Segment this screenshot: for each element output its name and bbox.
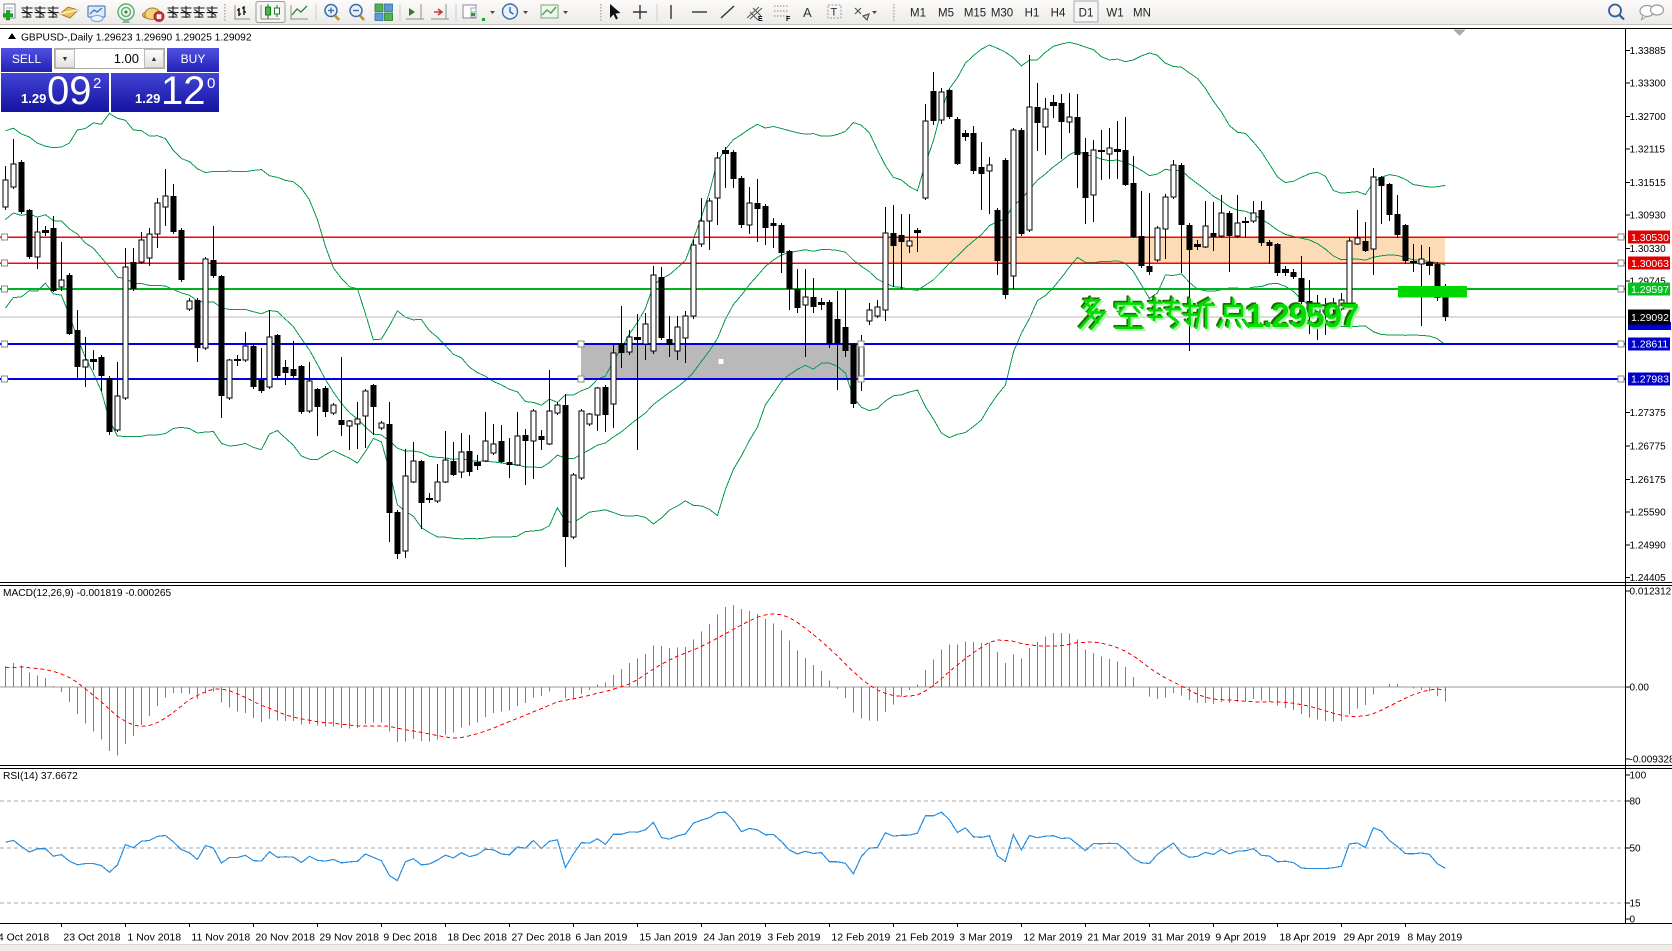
svg-text:1.27375: 1.27375 xyxy=(1630,408,1667,419)
svg-text:12 Feb 2019: 12 Feb 2019 xyxy=(831,932,890,944)
svg-text:15 Jan 2019: 15 Jan 2019 xyxy=(639,932,697,944)
svg-text:9 Apr 2019: 9 Apr 2019 xyxy=(1215,932,1266,944)
svg-text:14 Oct 2018: 14 Oct 2018 xyxy=(0,932,49,944)
svg-text:1.33300: 1.33300 xyxy=(1630,79,1667,90)
svg-text:-0.009328: -0.009328 xyxy=(1630,755,1672,766)
svg-text:MACD(12,26,9) -0.001819 -0.000: MACD(12,26,9) -0.001819 -0.000265 xyxy=(3,588,172,599)
svg-text:E: E xyxy=(758,16,763,23)
svg-text:M1: M1 xyxy=(910,8,926,20)
svg-text:1.29597: 1.29597 xyxy=(1246,297,1358,334)
svg-text:F: F xyxy=(786,16,791,23)
svg-text:1.29092: 1.29092 xyxy=(1631,312,1669,324)
svg-text:3 Feb 2019: 3 Feb 2019 xyxy=(767,932,820,944)
svg-text:50: 50 xyxy=(1630,844,1642,855)
svg-text:T: T xyxy=(831,7,838,19)
svg-text:6 Jan 2019: 6 Jan 2019 xyxy=(575,932,627,944)
svg-text:100: 100 xyxy=(1630,771,1647,782)
svg-text:1.29745: 1.29745 xyxy=(1630,276,1667,287)
svg-text:15: 15 xyxy=(1630,899,1642,910)
svg-text:21 Feb 2019: 21 Feb 2019 xyxy=(895,932,954,944)
svg-text:11 Nov 2018: 11 Nov 2018 xyxy=(191,932,250,944)
svg-text:1.29597: 1.29597 xyxy=(1244,296,1356,333)
svg-text:1.30930: 1.30930 xyxy=(1630,210,1667,221)
svg-text:1.24990: 1.24990 xyxy=(1630,541,1667,552)
svg-text:29 Apr 2019: 29 Apr 2019 xyxy=(1343,932,1400,944)
svg-text:H1: H1 xyxy=(1025,8,1040,20)
svg-text:1 Nov 2018: 1 Nov 2018 xyxy=(127,932,181,944)
svg-text:23 Oct 2018: 23 Oct 2018 xyxy=(63,932,120,944)
svg-text:8 May 2019: 8 May 2019 xyxy=(1407,932,1462,944)
svg-text:27 Dec 2018: 27 Dec 2018 xyxy=(511,932,571,944)
svg-text:29 Nov 2018: 29 Nov 2018 xyxy=(319,932,379,944)
svg-text:1.29597: 1.29597 xyxy=(1631,284,1669,296)
svg-text:1.26775: 1.26775 xyxy=(1630,441,1667,452)
svg-text:9 Dec 2018: 9 Dec 2018 xyxy=(383,932,437,944)
svg-text:W1: W1 xyxy=(1106,8,1123,20)
svg-text:D1: D1 xyxy=(1079,8,1094,20)
svg-text:20 Nov 2018: 20 Nov 2018 xyxy=(255,932,315,944)
svg-text:1.30063: 1.30063 xyxy=(1631,258,1669,270)
svg-text:1.33885: 1.33885 xyxy=(1630,46,1667,57)
svg-text:MN: MN xyxy=(1133,8,1151,20)
svg-text:1.26175: 1.26175 xyxy=(1630,475,1667,486)
svg-text:0.00: 0.00 xyxy=(1630,683,1650,694)
svg-text:M30: M30 xyxy=(991,8,1013,20)
svg-text:M15: M15 xyxy=(964,8,986,20)
svg-text:M5: M5 xyxy=(938,8,954,20)
svg-text:1.31515: 1.31515 xyxy=(1630,178,1667,189)
svg-text:GBPUSD-,Daily 1.29623 1.29690: GBPUSD-,Daily 1.29623 1.29690 1.29025 1.… xyxy=(21,33,252,44)
svg-text:31 Mar 2019: 31 Mar 2019 xyxy=(1151,932,1210,944)
svg-text:1.28611: 1.28611 xyxy=(1631,339,1668,351)
svg-text:RSI(14) 37.6672: RSI(14) 37.6672 xyxy=(3,771,78,782)
svg-text:12 Mar 2019: 12 Mar 2019 xyxy=(1023,932,1082,944)
svg-text:A: A xyxy=(803,5,812,20)
svg-text:24 Jan 2019: 24 Jan 2019 xyxy=(703,932,761,944)
svg-text:1.24405: 1.24405 xyxy=(1630,573,1667,584)
svg-text:80: 80 xyxy=(1630,797,1642,808)
svg-text:1.32700: 1.32700 xyxy=(1630,112,1667,123)
svg-text:1.32115: 1.32115 xyxy=(1630,145,1666,156)
svg-text:21 Mar 2019: 21 Mar 2019 xyxy=(1087,932,1146,944)
svg-text:1.29597: 1.29597 xyxy=(1248,299,1360,336)
svg-text:1.25590: 1.25590 xyxy=(1630,507,1667,518)
svg-text:H4: H4 xyxy=(1051,8,1066,20)
svg-text:18 Dec 2018: 18 Dec 2018 xyxy=(447,932,507,944)
svg-text:1.30330: 1.30330 xyxy=(1630,244,1667,255)
svg-text:1.27983: 1.27983 xyxy=(1631,374,1669,386)
svg-text:3 Mar 2019: 3 Mar 2019 xyxy=(959,932,1012,944)
svg-text:0.012312: 0.012312 xyxy=(1630,587,1672,598)
svg-text:1.30530: 1.30530 xyxy=(1631,232,1669,244)
svg-text:0: 0 xyxy=(1630,915,1636,926)
svg-text:18 Apr 2019: 18 Apr 2019 xyxy=(1279,932,1336,944)
